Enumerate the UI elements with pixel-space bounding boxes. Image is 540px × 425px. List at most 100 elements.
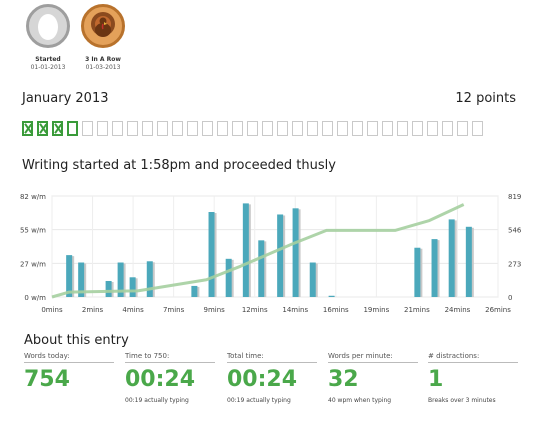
day-box[interactable] bbox=[82, 121, 93, 136]
badge-started[interactable]: Started 01-01-2013 bbox=[23, 4, 73, 71]
x-tick-label: 14mins bbox=[282, 306, 308, 314]
y-right-tick-label: 819 bbox=[508, 193, 521, 201]
x-tick-label: 19mins bbox=[363, 306, 389, 314]
y-right-tick-label: 546 bbox=[508, 227, 522, 235]
stat-label: Time to 750: bbox=[125, 352, 215, 363]
x-tick-label: 26mins bbox=[485, 306, 511, 314]
stat-sub: Breaks over 3 minutes bbox=[428, 397, 496, 404]
x-tick-label: 2mins bbox=[82, 306, 104, 314]
about-title: About this entry bbox=[24, 333, 129, 348]
stat-label: Words today: bbox=[24, 352, 114, 363]
badge-name: 3 In A Row bbox=[85, 56, 121, 63]
day-box[interactable] bbox=[112, 121, 123, 136]
x-tick-label: 24mins bbox=[445, 306, 471, 314]
cumulative-words-line bbox=[51, 203, 465, 299]
x-tick-label: 9mins bbox=[204, 306, 226, 314]
day-box[interactable] bbox=[22, 121, 33, 136]
y-left-tick-label: 55 w/m bbox=[20, 227, 46, 235]
x-tick-label: 4mins bbox=[122, 306, 144, 314]
day-grid bbox=[22, 121, 483, 136]
day-box[interactable] bbox=[457, 121, 468, 136]
badge-date: 01-01-2013 bbox=[30, 64, 66, 71]
month-title: January 2013 bbox=[22, 91, 109, 106]
day-box[interactable] bbox=[427, 121, 438, 136]
stat-value: 1 bbox=[428, 367, 444, 392]
day-box[interactable] bbox=[187, 121, 198, 136]
day-box[interactable] bbox=[472, 121, 483, 136]
day-box[interactable] bbox=[292, 121, 303, 136]
bar bbox=[465, 226, 472, 297]
day-box[interactable] bbox=[397, 121, 408, 136]
y-left-tick-label: 0 w/m bbox=[24, 294, 46, 302]
day-box[interactable] bbox=[337, 121, 348, 136]
day-box[interactable] bbox=[52, 121, 63, 136]
stat-sub: 00:19 actually typing bbox=[125, 397, 189, 404]
bar bbox=[277, 214, 284, 297]
badge-date: 01-03-2013 bbox=[85, 64, 121, 71]
y-left-tick-label: 27 w/m bbox=[20, 260, 46, 268]
day-box[interactable] bbox=[97, 121, 108, 136]
day-box[interactable] bbox=[352, 121, 363, 136]
stat-sub: 00:19 actually typing bbox=[227, 397, 291, 404]
bar bbox=[66, 255, 73, 297]
stat-value: 00:24 bbox=[227, 367, 298, 392]
day-box[interactable] bbox=[37, 121, 48, 136]
x-tick-label: 7mins bbox=[163, 306, 185, 314]
day-box[interactable] bbox=[322, 121, 333, 136]
stat-label: Total time: bbox=[227, 352, 317, 363]
stat-value: 00:24 bbox=[125, 367, 196, 392]
stat-label: Words per minute: bbox=[328, 352, 418, 363]
y-right-tick-label: 273 bbox=[508, 260, 521, 268]
stat-sub: 40 wpm when typing bbox=[328, 397, 392, 404]
x-tick-label: 16mins bbox=[323, 306, 349, 314]
day-box[interactable] bbox=[142, 121, 153, 136]
bar bbox=[129, 277, 136, 297]
stat-time-to-750: Time to 750: 00:24 00:19 actually typing bbox=[125, 352, 215, 404]
chart-title: Writing started at 1:58pm and proceeded … bbox=[22, 158, 336, 173]
egg-icon bbox=[26, 4, 70, 48]
bar bbox=[431, 239, 438, 297]
day-box[interactable] bbox=[367, 121, 378, 136]
stat-value: 32 bbox=[328, 367, 359, 392]
turkey-icon bbox=[81, 4, 125, 48]
badge-name: Started bbox=[35, 56, 61, 63]
day-box[interactable] bbox=[382, 121, 393, 136]
x-tick-label: 12mins bbox=[242, 306, 268, 314]
stat-total-time: Total time: 00:24 00:19 actually typing bbox=[227, 352, 317, 404]
bar bbox=[242, 203, 249, 297]
badge-3-in-a-row[interactable]: 3 In A Row 01-03-2013 bbox=[78, 4, 128, 71]
bar bbox=[309, 262, 316, 297]
day-box[interactable] bbox=[172, 121, 183, 136]
bar bbox=[146, 261, 153, 297]
bar bbox=[328, 295, 335, 297]
bar bbox=[117, 262, 124, 297]
day-box[interactable] bbox=[127, 121, 138, 136]
bar bbox=[208, 212, 215, 297]
x-tick-label: 0mins bbox=[41, 306, 63, 314]
day-box[interactable] bbox=[232, 121, 243, 136]
bar bbox=[414, 247, 421, 297]
day-box[interactable] bbox=[247, 121, 258, 136]
bar bbox=[225, 258, 232, 297]
bar bbox=[78, 262, 85, 297]
day-box[interactable] bbox=[412, 121, 423, 136]
day-box[interactable] bbox=[277, 121, 288, 136]
bar bbox=[191, 285, 198, 297]
day-box[interactable] bbox=[307, 121, 318, 136]
day-box[interactable] bbox=[262, 121, 273, 136]
bar bbox=[258, 240, 265, 297]
day-box[interactable] bbox=[217, 121, 228, 136]
bar bbox=[448, 219, 455, 297]
stat-words-today: Words today: 754 bbox=[24, 352, 114, 397]
bar bbox=[292, 208, 299, 297]
x-tick-label: 21mins bbox=[404, 306, 430, 314]
y-right-tick-label: 0 bbox=[508, 294, 512, 302]
day-box[interactable] bbox=[67, 121, 78, 136]
stat-label: # distractions: bbox=[428, 352, 518, 363]
stat-value: 754 bbox=[24, 367, 70, 392]
bar bbox=[105, 280, 112, 297]
words-per-minute-chart: 0 w/m 0 27 w/m 273 55 w/m 546 82 w/m 819 0mins 2m… bbox=[20, 193, 522, 314]
day-box[interactable] bbox=[202, 121, 213, 136]
day-box[interactable] bbox=[157, 121, 168, 136]
day-box[interactable] bbox=[442, 121, 453, 136]
